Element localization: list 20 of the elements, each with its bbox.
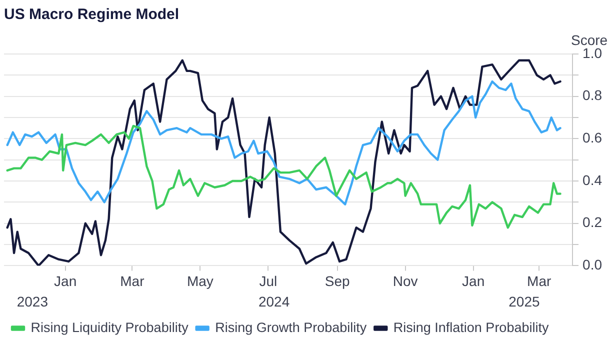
y-tick-label: 0.8	[582, 87, 602, 104]
x-tick-label: Jan	[462, 272, 485, 289]
y-tick-label: 0.4	[582, 172, 602, 188]
x-tick-label: Sep	[324, 272, 350, 289]
y-tick-label: 0.0	[582, 256, 602, 273]
legend-label: Rising Growth Probability	[215, 320, 367, 335]
chart-title: US Macro Regime Model	[4, 6, 180, 24]
x-tick-label: Mar	[120, 272, 145, 289]
x-tick-label: Jan	[54, 272, 77, 289]
y-tick-label: 0.2	[582, 214, 602, 230]
legend-label: Rising Liquidity Probability	[30, 320, 189, 335]
text: 2025	[508, 293, 540, 310]
legend-label: Rising Inflation Probability	[393, 320, 549, 335]
x-tick-label: May	[186, 272, 214, 289]
text: 2024	[258, 293, 290, 310]
x-tick-label: Nov	[392, 272, 418, 289]
x-tick-label: Jul	[259, 272, 278, 289]
x-tick-label: Mar	[527, 272, 552, 289]
y-tick-label: 0.6	[582, 130, 602, 146]
text: 2023	[16, 293, 48, 310]
